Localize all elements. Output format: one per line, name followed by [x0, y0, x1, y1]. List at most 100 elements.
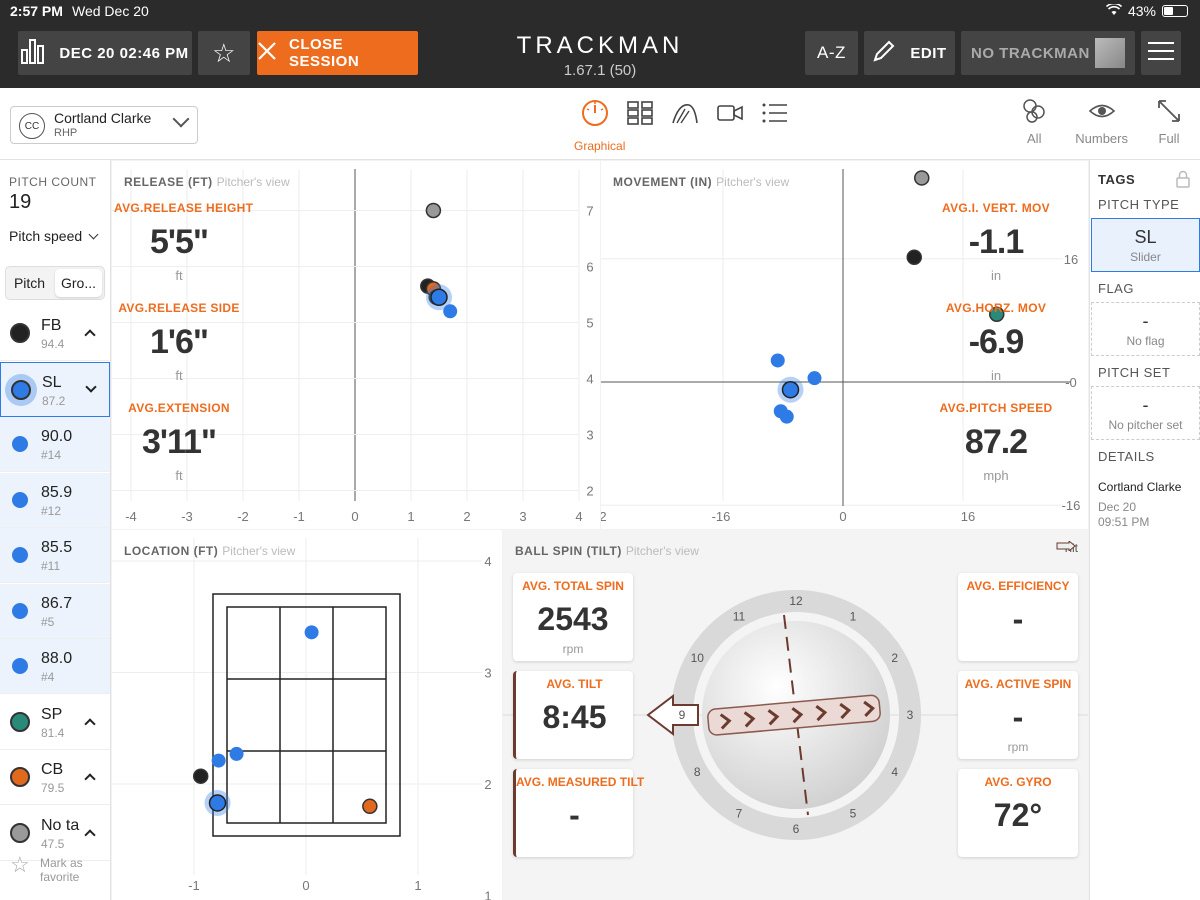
location-point-4[interactable] — [208, 794, 227, 812]
view-trajectory[interactable] — [662, 100, 707, 130]
strike-zone-outer — [212, 593, 401, 837]
release-x-tick: 3 — [519, 509, 526, 524]
pitch-row-label: 86.7 — [41, 594, 73, 612]
location-point-5[interactable] — [362, 798, 378, 815]
show-all-button[interactable]: All — [1021, 98, 1047, 146]
release-point-4[interactable] — [430, 288, 448, 307]
pitch-row-value: #4 — [41, 670, 55, 684]
release-point-0[interactable] — [425, 202, 442, 219]
movement-point-5[interactable] — [781, 380, 800, 399]
sort-az-button[interactable]: A-Z — [805, 31, 858, 75]
movement-stat-value: -1.1 — [968, 223, 1025, 261]
pitch-row[interactable]: 85.5 #11 — [0, 528, 110, 583]
pitch-row-label: FB — [41, 317, 62, 334]
clock-number: 8 — [694, 765, 701, 779]
spin-card-value: - — [1012, 699, 1024, 735]
eye-icon — [1088, 98, 1116, 127]
list-icon — [762, 103, 788, 128]
movement-stat-label: AVG.HORZ. MOV — [945, 301, 1047, 315]
movement-point-3[interactable] — [770, 353, 785, 368]
location-point-1[interactable] — [229, 746, 244, 761]
spin-card-value: - — [569, 797, 580, 833]
spin-title: BALL SPIN (TILT) Pitcher's view — [515, 544, 699, 558]
location-x-tick: -1 — [188, 878, 200, 893]
flag-value: - — [1142, 311, 1149, 331]
toggle-group[interactable]: Gro... — [55, 269, 102, 297]
spin-card-label: AVG. GYRO — [984, 775, 1052, 789]
release-x-tick: 1 — [407, 509, 414, 524]
location-y-tick: 1 — [484, 889, 491, 900]
spin-card-unit: rpm — [1007, 740, 1029, 754]
pitcher-select[interactable]: CC Cortland Clarke RHP — [10, 106, 198, 144]
pitch-set-tag[interactable]: - No pitcher set — [1091, 386, 1200, 440]
toggle-pitch[interactable]: Pitch — [13, 275, 46, 291]
bar-chart-icon — [21, 38, 49, 68]
clock-number: 10 — [691, 651, 705, 665]
session-button[interactable]: DEC 20 02:46 PM — [18, 31, 192, 75]
pitch-color-dot — [10, 767, 30, 787]
pitch-group-row[interactable]: SP 81.4 — [0, 695, 110, 750]
view-video[interactable] — [707, 100, 752, 130]
sub-header: CC Cortland Clarke RHP — [0, 88, 1200, 160]
movement-point-0[interactable] — [914, 170, 930, 186]
spin-card-unit: rpm — [562, 642, 584, 656]
spin-card-value: 2543 — [537, 601, 609, 637]
edit-button[interactable]: EDIT — [864, 31, 955, 75]
release-stat: AVG.EXTENSION 3'11" ft — [114, 401, 244, 483]
movement-stat: AVG.PITCH SPEED 87.2 mph — [931, 401, 1061, 483]
location-y-tick: 2 — [484, 777, 491, 792]
location-point-3[interactable] — [192, 768, 209, 784]
battery-percent: 43% — [1127, 3, 1156, 19]
flag-tag[interactable]: - No flag — [1091, 302, 1200, 356]
menu-button[interactable] — [1141, 31, 1181, 75]
spin-stat-card: AVG. MEASURED TILT - — [513, 769, 644, 857]
movement-stat-value: 87.2 — [964, 423, 1028, 461]
pitch-group-row[interactable]: CB 79.5 — [0, 750, 110, 805]
pitch-count-value: 19 — [9, 191, 32, 213]
metric-select[interactable]: Pitch speed — [9, 228, 99, 244]
chevron-down-icon — [88, 229, 99, 240]
movement-point-7[interactable] — [779, 409, 794, 424]
pitch-row[interactable]: 85.9 #12 — [0, 472, 110, 528]
release-y-tick: 4 — [586, 372, 593, 387]
spin-stat-card: AVG. TOTAL SPIN 2543 rpm — [513, 573, 633, 661]
pitch-type-tag[interactable]: SL Slider — [1091, 218, 1200, 272]
movement-y-tick: -0 — [1065, 375, 1077, 390]
pitch-type-label: PITCH TYPE — [1098, 197, 1180, 212]
chevron-down-icon — [85, 380, 97, 393]
pitch-group-row[interactable]: SL 87.2 — [0, 361, 110, 417]
pitch-row[interactable]: 90.0 #14 — [0, 417, 110, 472]
tags-panel: TAGS PITCH TYPE SL Slider FLAG - No flag… — [1089, 160, 1200, 900]
clock-number: 12 — [789, 594, 803, 608]
clock-number: 6 — [793, 822, 800, 836]
pitch-row-label: 85.9 — [41, 483, 73, 501]
movement-stat-unit: mph — [983, 468, 1009, 483]
location-point-0[interactable] — [304, 625, 319, 640]
clock-number: 4 — [891, 765, 898, 779]
pitch-group-row[interactable]: FB 94.4 — [0, 306, 110, 361]
metric-select-label: Pitch speed — [9, 228, 83, 244]
close-session-button[interactable]: CLOSE SESSION — [257, 31, 418, 75]
pitch-group-row[interactable]: No ta 47.5 — [0, 806, 110, 861]
location-title: LOCATION (FT) Pitcher's view — [124, 544, 295, 558]
pitch-row-value: #14 — [41, 448, 62, 462]
view-tiles[interactable] — [617, 100, 662, 130]
pitch-row[interactable]: 88.0 #4 — [0, 639, 110, 694]
location-point-2[interactable] — [211, 753, 226, 768]
view-graphical[interactable] — [572, 99, 617, 130]
view-list[interactable] — [752, 100, 797, 130]
pitch-row[interactable]: 86.7 #5 — [0, 583, 110, 639]
pitch-row-label: 88.0 — [41, 650, 73, 667]
movement-point-2[interactable] — [989, 306, 1005, 322]
device-select[interactable]: NO TRACKMAN ▼ — [961, 31, 1135, 75]
release-point-5[interactable] — [443, 304, 458, 319]
numbers-button[interactable]: Numbers — [1075, 98, 1128, 146]
favorite-button[interactable]: ☆ — [198, 31, 250, 75]
brand: TRACKMAN 1.67.1 (50) — [470, 32, 730, 79]
fullscreen-button[interactable]: Full — [1156, 98, 1182, 146]
movement-point-1[interactable] — [906, 249, 922, 266]
chevron-down-icon — [172, 110, 190, 128]
movement-point-4[interactable] — [807, 371, 822, 386]
star-icon: ☆ — [212, 37, 236, 68]
